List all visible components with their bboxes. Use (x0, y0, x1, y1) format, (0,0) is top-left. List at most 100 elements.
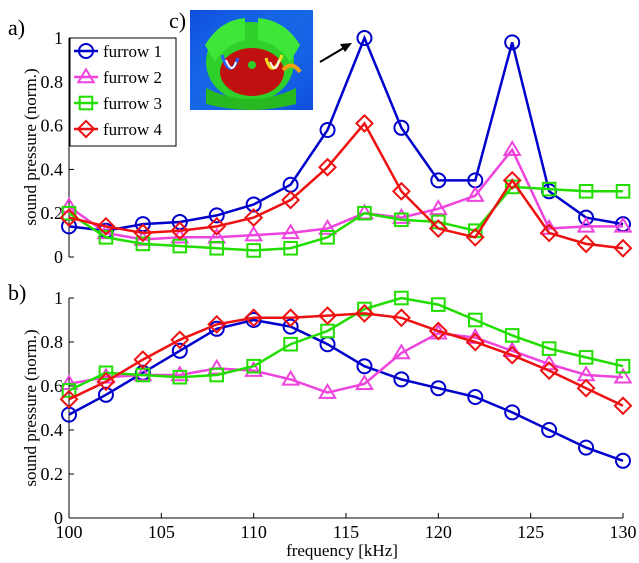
panel-a-data-point (539, 223, 559, 243)
panel-a-label: a) (8, 15, 25, 40)
panel-a-data-point (465, 227, 485, 247)
panel-b-data-point (172, 369, 188, 385)
x-tick-label: 115 (333, 522, 359, 542)
panel-a-data-point (133, 223, 153, 243)
panel-a-data-point (355, 113, 374, 133)
legend-label: furrow 4 (103, 120, 163, 139)
legend-marker (78, 95, 94, 111)
inset-c: c) (169, 8, 352, 110)
panel-b-y-tick-label: 0.6 (41, 376, 64, 396)
panel-a-series-line (68, 34, 624, 232)
panel-a-data-point (428, 199, 448, 216)
panel-b-data-point (467, 312, 483, 328)
panel-b-data-point (613, 396, 633, 416)
panel-b-data-point (394, 290, 409, 306)
panel-a-data-point (504, 34, 521, 51)
panel-a-series-line (68, 185, 623, 252)
panel-a-series (59, 30, 633, 258)
panel-a-data-point (135, 236, 151, 252)
panel-b-data-point (431, 297, 446, 312)
panel-b-data-point (318, 306, 337, 326)
panel-b-data-point (391, 308, 411, 328)
legend-item: furrow 2 (74, 67, 162, 87)
panel-b-data-point (170, 330, 190, 350)
panel-b-data-point (539, 361, 559, 381)
panel-b-data-point (430, 380, 447, 397)
panel-a-data-point (209, 240, 225, 256)
panel-a-y-tick-label: 1 (54, 28, 63, 48)
panel-b-data-point (615, 358, 631, 374)
panel-a-data-point (576, 234, 596, 254)
panel-b-y-tick-label: 0.8 (41, 332, 64, 352)
legend-item: furrow 3 (74, 94, 162, 113)
panel-b-data-point (208, 320, 225, 337)
panel-b-data-point (356, 358, 373, 375)
x-tick-label: 125 (517, 522, 544, 542)
panel-a-data-point (244, 208, 264, 228)
panel-a-data-point (318, 218, 337, 235)
panel-b-data-point (502, 345, 522, 365)
panel-b-data-point (283, 336, 298, 352)
panel-b-data-point (97, 386, 114, 403)
panel-a-data-point (244, 225, 264, 242)
panel-a-data-point (207, 216, 227, 236)
panel-b-x-ticks: 100 105 110 115 120 125 130 (56, 513, 637, 542)
panel-b-series-3 (61, 290, 631, 398)
panel-a-data-point (245, 196, 262, 213)
legend: furrow 1 furrow 2 furrow 3 furrow 4 (69, 37, 177, 147)
panel-a-data-point (208, 207, 225, 224)
panel-b-data-point (61, 383, 77, 398)
panel-a-data-point (394, 212, 409, 228)
panel-b-y-tick-label: 1 (54, 288, 63, 308)
inset-c-label: c) (169, 8, 186, 33)
legend-marker (76, 119, 96, 139)
legend-label: furrow 2 (103, 68, 162, 87)
panel-a-data-point (613, 238, 633, 258)
x-tick-label: 110 (240, 522, 266, 542)
legend-label: furrow 1 (103, 42, 162, 61)
panel-b-data-point (613, 367, 633, 384)
panel-b-data-point (578, 350, 594, 365)
panel-a-data-point (578, 209, 595, 226)
panel-a-data-point (318, 157, 337, 177)
panel-b-data-point (355, 374, 374, 391)
panel-b-y-tick-label: 0 (54, 508, 63, 528)
panel-a-data-point (320, 229, 335, 245)
panel-b-series-4 (59, 303, 633, 416)
panel-b-data-point (576, 378, 596, 398)
panel-b-data-point (355, 303, 374, 323)
panel-b-y-tick-label: 0.2 (41, 464, 64, 484)
panel-a-data-point (170, 221, 190, 241)
panel-a-data-point (502, 170, 522, 190)
x-tick-label: 100 (56, 522, 83, 542)
panel-a-series-line (68, 121, 624, 250)
panel-a-data-point (283, 240, 298, 256)
panel-b-data-point (465, 332, 485, 352)
panel-a-data-point (98, 229, 114, 245)
panel-a-data-point (357, 205, 372, 221)
panel-b-data-point (428, 321, 448, 341)
panel-b-data-point (209, 367, 225, 383)
panel-b-data-point (98, 365, 114, 381)
legend-label: furrow 3 (103, 94, 162, 113)
panel-b-series-1 (61, 312, 631, 469)
panel-a-data-point (281, 190, 301, 210)
inset-arrow (319, 43, 352, 63)
panel-b-data-point (170, 365, 190, 382)
panel-b-data-point (391, 343, 411, 360)
panel-a-data-point (356, 30, 373, 46)
panel-b-data-point (541, 422, 558, 438)
x-tick-label: 120 (425, 522, 452, 542)
legend-item: furrow 4 (74, 119, 163, 139)
panel-b-data-point (59, 389, 79, 409)
panel-b-data-point (244, 360, 264, 377)
panel-b-data-point (207, 314, 227, 334)
panel-b-data-point (393, 371, 410, 388)
inset-image (190, 10, 313, 110)
panel-a-data-point (541, 181, 557, 197)
x-tick-label: 105 (148, 522, 175, 542)
panel-a-data-point (613, 216, 633, 233)
panel-a-data-point (576, 216, 596, 233)
panel-b-data-point (246, 358, 261, 374)
